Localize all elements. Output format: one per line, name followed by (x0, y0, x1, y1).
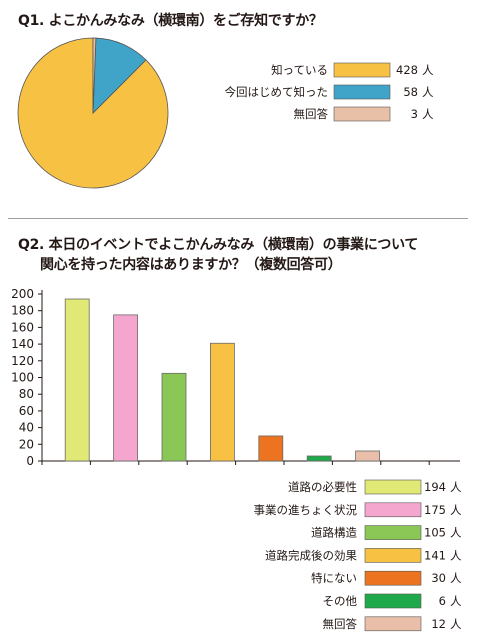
legend-value: 428 (396, 63, 418, 77)
legend-swatch (333, 62, 391, 78)
legend-value: 141 (424, 548, 446, 562)
legend-label: 今回はじめて知った (225, 85, 329, 99)
legend-unit: 人 (450, 548, 462, 562)
legend-unit: 人 (450, 526, 462, 540)
legend-unit: 人 (450, 480, 462, 494)
q2-title-line1: Q2. 本日のイベントでよこかんみなみ（横環南）の事業について (18, 237, 419, 253)
legend-unit: 人 (450, 594, 462, 608)
legend-value: 105 (424, 526, 446, 540)
bar (258, 435, 284, 462)
pie-slice (92, 37, 97, 114)
legend-swatch (364, 548, 422, 563)
legend-label: 道路構造 (311, 526, 357, 540)
legend-label: 道路完成後の効果 (265, 548, 357, 562)
legend-swatch (333, 106, 391, 122)
legend-swatch (364, 525, 422, 540)
legend-swatch (364, 502, 422, 518)
bar (113, 314, 138, 462)
legend-value: 30 (431, 571, 446, 585)
legend-value: 175 (424, 503, 446, 517)
legend-unit: 人 (422, 63, 434, 77)
legend-label: 道路の必要性 (288, 480, 357, 494)
legend-unit: 人 (422, 107, 434, 121)
y-tick-label: 80 (19, 387, 34, 401)
y-tick-label: 200 (11, 287, 34, 301)
legend-label: 無回答 (294, 107, 329, 121)
q2-title: Q2. 本日のイベントでよこかんみなみ（横環南）の事業について 関心を持った内容… (18, 235, 418, 275)
legend-unit: 人 (450, 503, 462, 517)
y-tick-label: 160 (11, 320, 34, 334)
bar (161, 372, 187, 462)
legend-label: 無回答 (323, 617, 358, 631)
section-divider (8, 218, 468, 219)
legend-label: 特にない (311, 571, 357, 585)
q1-title: Q1. よこかんみなみ（横環南）をご存知ですか？ (18, 13, 323, 29)
legend-value: 6 (439, 594, 446, 608)
legend-swatch (364, 616, 422, 632)
bar (355, 450, 381, 462)
bar (306, 455, 332, 462)
legend-swatch (364, 479, 422, 495)
legend-value: 194 (424, 480, 446, 494)
q2-title-line2: 関心を持った内容はありますか？（複数回答可） (40, 257, 342, 273)
y-tick-label: 40 (19, 421, 34, 435)
y-tick-label: 60 (19, 404, 34, 418)
y-tick-label: 180 (11, 304, 34, 318)
bar (209, 342, 235, 462)
legend-swatch (364, 593, 422, 609)
legend-value: 58 (403, 85, 418, 99)
legend-label: 事業の進ちょく状況 (254, 503, 358, 517)
y-tick-label: 120 (11, 354, 34, 368)
legend-label: その他 (323, 594, 358, 608)
bar (64, 298, 90, 462)
legend-swatch (364, 570, 422, 586)
legend-value: 3 (411, 107, 418, 121)
y-tick-label: 20 (19, 437, 34, 451)
y-tick-label: 100 (11, 371, 34, 385)
legend-unit: 人 (422, 85, 434, 99)
y-tick-label: 140 (11, 337, 34, 351)
legend-value: 12 (431, 617, 446, 631)
legend-label: 知っている (271, 63, 328, 77)
legend-swatch (333, 84, 391, 100)
legend-unit: 人 (450, 571, 462, 585)
legend-unit: 人 (450, 617, 462, 631)
y-tick-label: 0 (26, 454, 34, 468)
